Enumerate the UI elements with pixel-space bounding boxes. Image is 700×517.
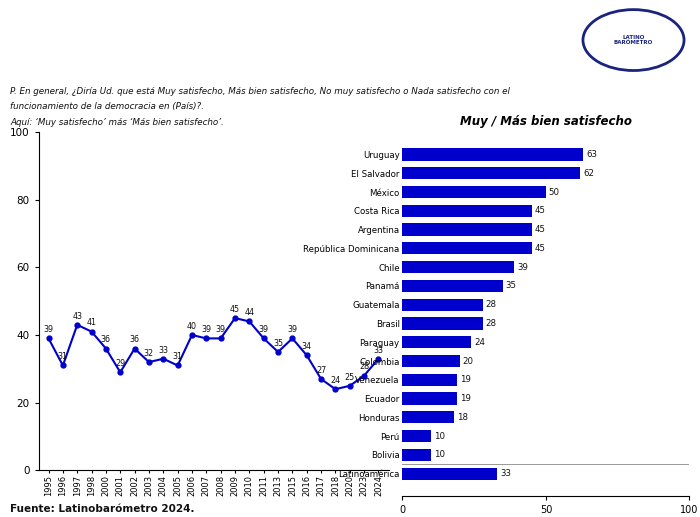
Bar bbox=[402, 430, 431, 442]
Text: 33: 33 bbox=[500, 469, 511, 478]
Text: Aquí: ‘Muy satisfecho’ más ‘Más bien satisfecho’.: Aquí: ‘Muy satisfecho’ más ‘Más bien sat… bbox=[10, 118, 224, 127]
Text: 36: 36 bbox=[130, 336, 139, 344]
Bar bbox=[402, 317, 483, 329]
Text: 41: 41 bbox=[87, 318, 97, 327]
Text: 25: 25 bbox=[344, 373, 355, 382]
Bar bbox=[402, 392, 457, 405]
Bar bbox=[402, 449, 431, 461]
Text: funcionamiento de la democracia en (País)?.: funcionamiento de la democracia en (País… bbox=[10, 102, 204, 112]
Text: 39: 39 bbox=[517, 263, 528, 271]
Bar bbox=[402, 261, 514, 273]
Bar bbox=[402, 299, 483, 311]
Text: 36: 36 bbox=[101, 336, 111, 344]
Text: 18: 18 bbox=[457, 413, 468, 422]
Text: 43: 43 bbox=[72, 312, 82, 321]
Bar bbox=[402, 167, 580, 179]
Text: 28: 28 bbox=[486, 300, 497, 309]
Text: 45: 45 bbox=[535, 244, 545, 253]
Bar bbox=[402, 411, 454, 423]
Text: 29: 29 bbox=[115, 359, 125, 368]
Text: 33: 33 bbox=[158, 345, 168, 355]
Text: 33: 33 bbox=[374, 345, 384, 355]
Bar bbox=[402, 280, 503, 292]
Text: 35: 35 bbox=[273, 339, 283, 348]
Text: 24: 24 bbox=[330, 376, 340, 385]
Text: 31: 31 bbox=[58, 352, 68, 361]
Text: 35: 35 bbox=[506, 281, 517, 291]
Text: 28: 28 bbox=[359, 362, 369, 372]
Text: 34: 34 bbox=[302, 342, 312, 351]
Text: 39: 39 bbox=[43, 325, 54, 334]
Bar bbox=[402, 374, 457, 386]
Text: 28: 28 bbox=[486, 319, 497, 328]
Bar bbox=[402, 186, 546, 198]
Text: P. En general, ¿Diría Ud. que está Muy satisfecho, Más bien satisfecho, No muy s: P. En general, ¿Diría Ud. que está Muy s… bbox=[10, 87, 510, 96]
Text: 27: 27 bbox=[316, 366, 326, 375]
Text: 44: 44 bbox=[244, 308, 254, 317]
Text: 45: 45 bbox=[230, 305, 240, 314]
Bar bbox=[402, 148, 583, 161]
Text: 39: 39 bbox=[216, 325, 225, 334]
Text: 45: 45 bbox=[535, 206, 545, 215]
Bar bbox=[402, 223, 531, 236]
Text: Fuente: Latinobarómetro 2024.: Fuente: Latinobarómetro 2024. bbox=[10, 505, 195, 514]
Text: 19: 19 bbox=[460, 394, 471, 403]
Text: 10: 10 bbox=[434, 450, 445, 460]
Text: 39: 39 bbox=[258, 325, 269, 334]
Text: LATINO
BARÓMETRO: LATINO BARÓMETRO bbox=[614, 35, 653, 45]
Text: 62: 62 bbox=[583, 169, 594, 178]
Title: Muy / Más bien satisfecho: Muy / Más bien satisfecho bbox=[460, 115, 632, 128]
Bar bbox=[402, 355, 460, 367]
Bar bbox=[402, 336, 471, 348]
Bar bbox=[402, 242, 531, 254]
Bar bbox=[402, 467, 497, 480]
Text: SATISFACCIÓN CON LA DEMOCRACIA: SATISFACCIÓN CON LA DEMOCRACIA bbox=[7, 20, 417, 39]
Text: 63: 63 bbox=[586, 150, 597, 159]
Text: 45: 45 bbox=[535, 225, 545, 234]
Text: 19: 19 bbox=[460, 375, 471, 384]
Text: 50: 50 bbox=[549, 188, 560, 196]
Text: 32: 32 bbox=[144, 349, 154, 358]
Text: 20: 20 bbox=[463, 357, 474, 366]
Text: 24: 24 bbox=[474, 338, 485, 347]
Text: TOTAL LATINOAMÉRICA 1995 – 2024 - TOTAL POR PAÍS 2024: TOTAL LATINOAMÉRICA 1995 – 2024 - TOTAL … bbox=[7, 58, 426, 71]
Text: 39: 39 bbox=[202, 325, 211, 334]
Text: 10: 10 bbox=[434, 432, 445, 440]
Bar bbox=[402, 205, 531, 217]
Text: 40: 40 bbox=[187, 322, 197, 331]
Text: 39: 39 bbox=[287, 325, 298, 334]
Text: 31: 31 bbox=[173, 352, 183, 361]
